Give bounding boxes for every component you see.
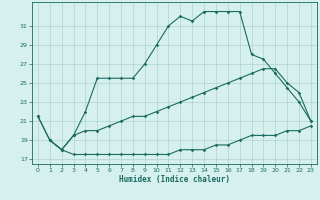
X-axis label: Humidex (Indice chaleur): Humidex (Indice chaleur) (119, 175, 230, 184)
